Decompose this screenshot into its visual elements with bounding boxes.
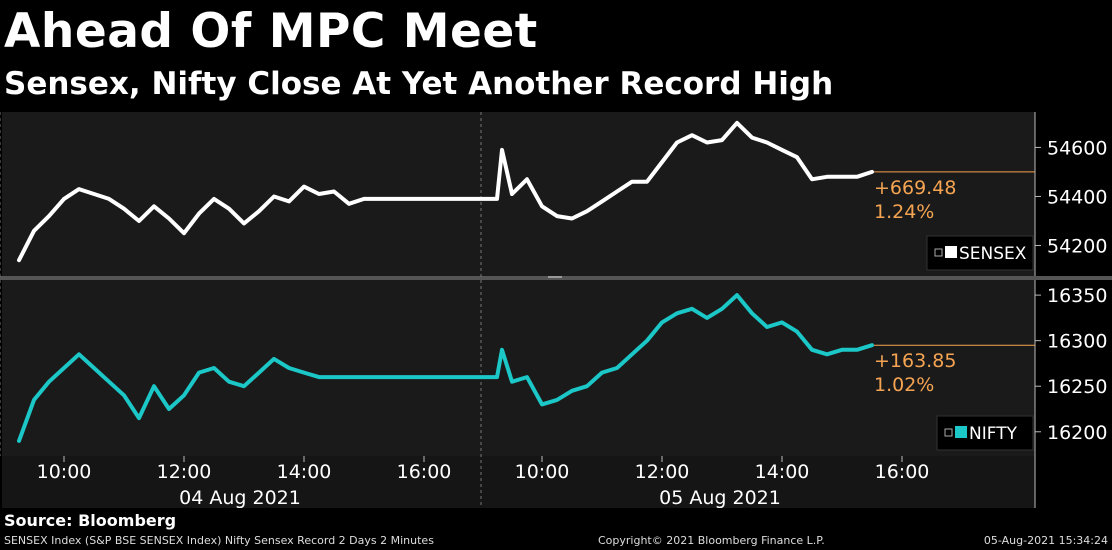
x-date-label-1: 05 Aug 2021 xyxy=(659,487,781,509)
plot-panel-nifty xyxy=(2,280,1035,456)
y-tick-label-sensex-1: 54400 xyxy=(1047,186,1107,208)
legend-box-nifty xyxy=(936,415,1034,451)
chart-title: Ahead Of MPC Meet xyxy=(4,4,538,59)
legend-label-nifty: NIFTY xyxy=(969,424,1018,444)
legend-sensex: SENSEX xyxy=(926,235,1034,271)
series-line-nifty xyxy=(17,293,874,443)
footer-index-info: SENSEX Index (S&P BSE SENSEX Index) Nift… xyxy=(4,534,434,547)
legend-swatch-sensex xyxy=(945,246,957,258)
x-tick-label-1: 12:00 xyxy=(157,461,212,483)
panel-separator-handle xyxy=(548,276,562,278)
x-tick-label-0: 10:00 xyxy=(37,461,92,483)
x-tick-label-6: 14:00 xyxy=(755,461,810,483)
y-tick-label-sensex-0: 54600 xyxy=(1047,137,1107,159)
chart-area: 54600 54400 54200 +669.481.24% SENSEX 16350 16… xyxy=(0,112,1112,509)
legend-swatch-nifty xyxy=(955,426,967,438)
footer-timestamp: 05-Aug-2021 15:34:24 xyxy=(983,534,1108,547)
y-tick-label-nifty-1: 16300 xyxy=(1047,331,1107,353)
x-tick-label-3: 16:00 xyxy=(397,461,452,483)
legend-nifty: NIFTY xyxy=(936,415,1034,451)
x-axis-panel xyxy=(2,456,1035,508)
x-tick-label-7: 16:00 xyxy=(875,461,930,483)
legend-toggle-icon-sensex xyxy=(934,248,943,257)
y-axis-column xyxy=(1035,112,1112,508)
y-tick-label-nifty-2: 16250 xyxy=(1047,376,1107,398)
source-label: Source: Bloomberg xyxy=(4,511,177,530)
y-tick-label-nifty-3: 16200 xyxy=(1047,422,1107,444)
y-tick-label-sensex-2: 54200 xyxy=(1047,235,1107,257)
footer-bar: SENSEX Index (S&P BSE SENSEX Index) Nift… xyxy=(0,532,1112,550)
series-line-sensex xyxy=(17,120,874,263)
legend-box-sensex xyxy=(926,235,1034,271)
chart-subtitle: Sensex, Nifty Close At Yet Another Recor… xyxy=(4,66,834,102)
y-tick-label-nifty-0: 16350 xyxy=(1047,285,1107,307)
legend-label-sensex: SENSEX xyxy=(959,244,1027,264)
x-tick-label-2: 14:00 xyxy=(277,461,332,483)
change-pct-label-sensex: 1.24% xyxy=(874,201,934,223)
footer-copyright: Copyright© 2021 Bloomberg Finance L.P. xyxy=(598,534,825,547)
plot-panel-sensex xyxy=(2,112,1035,276)
legend-toggle-icon-nifty xyxy=(944,428,953,437)
change-label-sensex: +669.48 xyxy=(874,177,956,199)
x-date-label-0: 04 Aug 2021 xyxy=(179,487,301,509)
x-tick-label-5: 12:00 xyxy=(635,461,690,483)
change-label-nifty: +163.85 xyxy=(874,350,956,372)
change-pct-label-nifty: 1.02% xyxy=(874,374,934,396)
x-tick-label-4: 10:00 xyxy=(515,461,570,483)
